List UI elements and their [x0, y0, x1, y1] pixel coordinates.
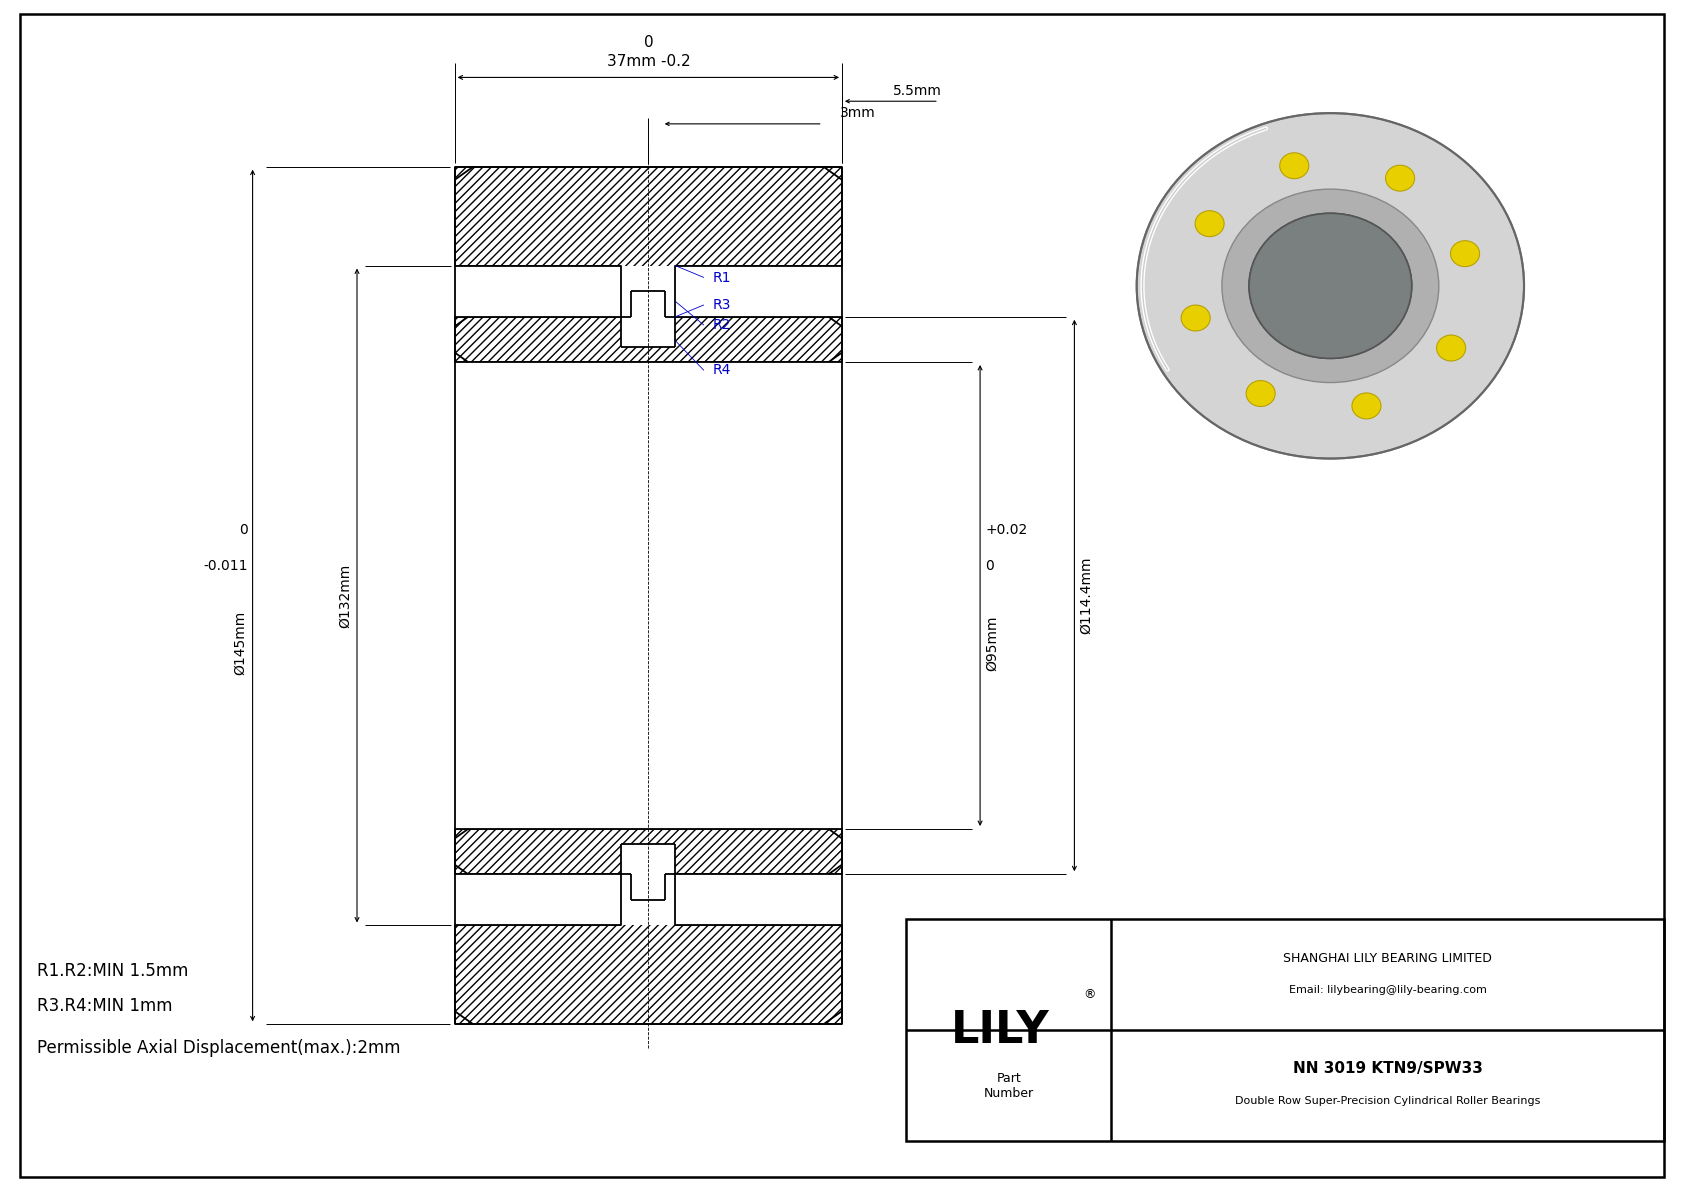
Text: Double Row Super-Precision Cylindrical Roller Bearings: Double Row Super-Precision Cylindrical R… — [1234, 1096, 1541, 1106]
Text: R1: R1 — [712, 270, 731, 285]
Ellipse shape — [1137, 113, 1524, 459]
Ellipse shape — [1450, 241, 1480, 267]
Ellipse shape — [1386, 166, 1415, 191]
Text: ®: ® — [1083, 989, 1096, 1000]
Text: -0.011: -0.011 — [204, 559, 248, 573]
Text: Ø95mm: Ø95mm — [985, 616, 999, 671]
Text: 0: 0 — [239, 523, 248, 537]
Ellipse shape — [1436, 335, 1465, 361]
Ellipse shape — [1180, 305, 1211, 331]
Text: SHANGHAI LILY BEARING LIMITED: SHANGHAI LILY BEARING LIMITED — [1283, 952, 1492, 965]
Text: Ø114.4mm: Ø114.4mm — [1079, 556, 1093, 635]
Polygon shape — [455, 167, 842, 347]
Text: 0: 0 — [643, 35, 653, 50]
Text: Ø132mm: Ø132mm — [338, 563, 352, 628]
Text: 0: 0 — [985, 559, 994, 573]
Polygon shape — [455, 844, 842, 925]
Text: R4: R4 — [712, 363, 731, 378]
Polygon shape — [455, 844, 842, 1024]
Ellipse shape — [1196, 211, 1224, 237]
Polygon shape — [455, 362, 842, 829]
Text: R2: R2 — [712, 318, 731, 332]
Text: Email: lilybearing@lily-bearing.com: Email: lilybearing@lily-bearing.com — [1288, 985, 1487, 996]
Text: 37mm -0.2: 37mm -0.2 — [606, 54, 690, 69]
Text: R3.R4:MIN 1mm: R3.R4:MIN 1mm — [37, 997, 172, 1016]
Text: Part
Number: Part Number — [983, 1072, 1034, 1099]
Text: Permissible Axial Displacement(max.):2mm: Permissible Axial Displacement(max.):2mm — [37, 1039, 401, 1058]
Ellipse shape — [1246, 381, 1275, 406]
Polygon shape — [455, 291, 842, 362]
Text: 3mm: 3mm — [839, 106, 876, 120]
Ellipse shape — [1280, 152, 1308, 179]
Text: LILY: LILY — [951, 1009, 1049, 1052]
Ellipse shape — [1250, 213, 1411, 358]
Ellipse shape — [1250, 213, 1411, 358]
Text: R3: R3 — [712, 298, 731, 312]
Text: NN 3019 KTN9/SPW33: NN 3019 KTN9/SPW33 — [1293, 1061, 1482, 1077]
Ellipse shape — [1352, 393, 1381, 419]
Text: R1.R2:MIN 1.5mm: R1.R2:MIN 1.5mm — [37, 961, 189, 980]
Text: 5.5mm: 5.5mm — [893, 83, 941, 98]
Polygon shape — [455, 266, 842, 347]
Ellipse shape — [1223, 189, 1438, 382]
Text: +0.02: +0.02 — [985, 523, 1027, 537]
Polygon shape — [455, 829, 842, 900]
Text: Ø145mm: Ø145mm — [234, 611, 248, 675]
